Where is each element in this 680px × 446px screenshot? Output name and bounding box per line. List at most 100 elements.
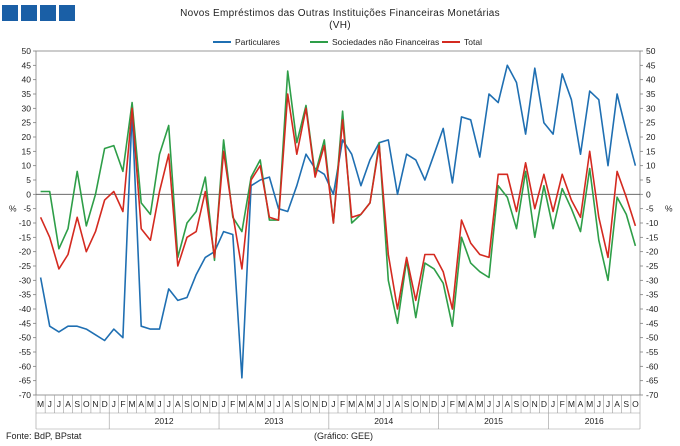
year-label: 2016 xyxy=(585,416,604,426)
month-label: D xyxy=(431,399,437,409)
y-tick-label-right: -20 xyxy=(646,247,659,257)
month-label: J xyxy=(606,399,610,409)
y-tick-label-left: -60 xyxy=(19,361,32,371)
y-tick-label-left: -35 xyxy=(19,290,32,300)
month-label: F xyxy=(120,399,125,409)
y-tick-label-left: -70 xyxy=(19,390,32,400)
y-tick-label-left: -40 xyxy=(19,304,32,314)
month-label: O xyxy=(83,399,90,409)
y-tick-label-right: 25 xyxy=(646,118,656,128)
month-label: O xyxy=(412,399,419,409)
y-tick-label-right: -30 xyxy=(646,275,659,285)
y-tick-label-left: -50 xyxy=(19,333,32,343)
month-label: J xyxy=(167,399,171,409)
month-label: O xyxy=(522,399,529,409)
month-label: J xyxy=(487,399,491,409)
y-tick-label-right: 20 xyxy=(646,132,656,142)
month-label: N xyxy=(312,399,318,409)
month-label: M xyxy=(458,399,465,409)
month-label: O xyxy=(193,399,200,409)
month-label: D xyxy=(102,399,108,409)
y-tick-label-right: 50 xyxy=(646,46,656,56)
y-tick-label-left: 45 xyxy=(22,60,32,70)
y-tick-label-right: -35 xyxy=(646,290,659,300)
month-label: A xyxy=(138,399,144,409)
month-label: J xyxy=(57,399,61,409)
month-label: M xyxy=(366,399,373,409)
month-label: S xyxy=(404,399,410,409)
y-tick-label-right: -40 xyxy=(646,304,659,314)
y-tick-label-left: 0 xyxy=(26,189,31,199)
y-tick-label-left: -30 xyxy=(19,275,32,285)
y-tick-label-left: 25 xyxy=(22,118,32,128)
month-label: F xyxy=(230,399,235,409)
month-label: J xyxy=(597,399,601,409)
month-label: S xyxy=(74,399,80,409)
month-label: J xyxy=(112,399,116,409)
y-tick-label-right: -25 xyxy=(646,261,659,271)
month-label: M xyxy=(476,399,483,409)
y-tick-label-right: -55 xyxy=(646,347,659,357)
y-tick-label-right: -5 xyxy=(646,204,654,214)
y-tick-label-left: -55 xyxy=(19,347,32,357)
month-label: N xyxy=(422,399,428,409)
y-tick-label-left: 50 xyxy=(22,46,32,56)
month-label: M xyxy=(37,399,44,409)
month-label: F xyxy=(560,399,565,409)
month-label: A xyxy=(395,399,401,409)
series-line xyxy=(40,70,637,328)
month-label: M xyxy=(257,399,264,409)
month-label: M xyxy=(129,399,136,409)
y-tick-label-right: -70 xyxy=(646,390,659,400)
month-label: A xyxy=(614,399,620,409)
series-line xyxy=(39,93,637,310)
y-tick-label-right: 5 xyxy=(646,175,651,185)
y-tick-label-right: -65 xyxy=(646,376,659,386)
month-label: J xyxy=(48,399,52,409)
logo-square xyxy=(40,5,56,21)
y-tick-label-left: -20 xyxy=(19,247,32,257)
month-label: M xyxy=(147,399,154,409)
logo-square xyxy=(2,5,18,21)
month-label: O xyxy=(632,399,639,409)
y-tick-label-right: -10 xyxy=(646,218,659,228)
month-label: J xyxy=(331,399,335,409)
month-label: N xyxy=(532,399,538,409)
legend-label: Total xyxy=(464,37,482,47)
year-label: 2012 xyxy=(155,416,174,426)
y-axis-label-left: % xyxy=(9,204,17,214)
source-note: Fonte: BdP, BPstat xyxy=(6,431,82,441)
month-label: A xyxy=(248,399,254,409)
month-label: A xyxy=(468,399,474,409)
y-tick-label-left: -25 xyxy=(19,261,32,271)
month-label: S xyxy=(514,399,520,409)
y-tick-label-left: 15 xyxy=(22,146,32,156)
month-label: S xyxy=(294,399,300,409)
y-tick-label-right: 10 xyxy=(646,161,656,171)
month-label: F xyxy=(450,399,455,409)
y-tick-label-right: 45 xyxy=(646,60,656,70)
y-tick-label-left: -10 xyxy=(19,218,32,228)
year-label: 2014 xyxy=(374,416,393,426)
month-label: A xyxy=(504,399,510,409)
month-label: M xyxy=(568,399,575,409)
month-label: J xyxy=(386,399,390,409)
y-tick-label-left: 35 xyxy=(22,89,32,99)
y-tick-label-right: -45 xyxy=(646,318,659,328)
y-tick-label-right: 30 xyxy=(646,103,656,113)
y-tick-label-right: 15 xyxy=(646,146,656,156)
month-label: J xyxy=(157,399,161,409)
month-label: J xyxy=(221,399,225,409)
y-tick-label-right: -50 xyxy=(646,333,659,343)
month-label: J xyxy=(377,399,381,409)
year-label: 2015 xyxy=(484,416,503,426)
series-line xyxy=(39,64,637,379)
month-label: S xyxy=(623,399,629,409)
month-label: M xyxy=(238,399,245,409)
month-label: A xyxy=(175,399,181,409)
month-label: N xyxy=(202,399,208,409)
month-label: J xyxy=(496,399,500,409)
y-tick-label-left: -45 xyxy=(19,318,32,328)
month-label: A xyxy=(358,399,364,409)
